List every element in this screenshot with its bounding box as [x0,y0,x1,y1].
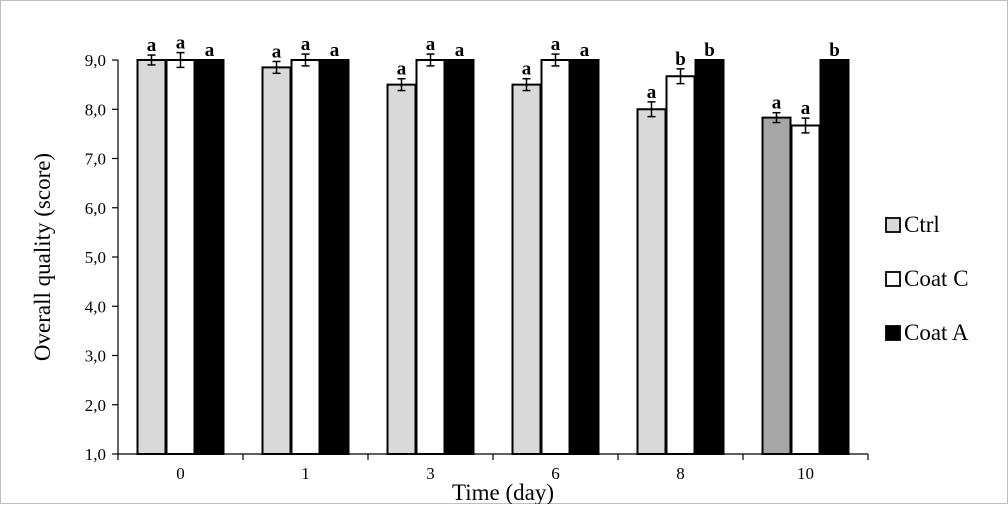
significance-letter: a [176,33,186,54]
legend-label: Ctrl [904,212,940,237]
legend-swatch [885,271,901,287]
significance-letter: a [272,41,282,62]
significance-letter: a [801,98,811,119]
significance-letter: a [397,59,407,80]
x-tick-label: 6 [551,464,560,483]
x-tick-label: 1 [301,464,310,483]
x-tick-label: 3 [426,464,435,483]
bar-coat-a [444,59,475,455]
x-axis-title: Time (day) [452,480,554,504]
bar-coat-c [165,59,196,455]
bar-coat-a [694,59,725,455]
y-tick-label: 8,0 [85,100,106,119]
bar-coat-a [569,59,600,455]
bar-coat-c [665,75,696,455]
significance-letter: a [522,59,532,80]
bar-ctrl [136,59,167,455]
legend-swatch [885,217,901,233]
significance-letter: a [147,35,157,56]
bar-ctrl [761,116,792,455]
significance-letter: a [205,40,215,61]
bars [136,59,850,455]
bar-coat-a [819,59,850,455]
y-tick-label: 4,0 [85,297,106,316]
significance-labels: a a a a a aaa aaa aab ba ab [147,33,840,120]
significance-letter: a [455,40,465,61]
bar-coat-a [319,59,350,455]
y-tick-label: 7,0 [85,150,106,169]
significance-letter: a [330,40,340,61]
y-axis: 1,0 2,0 3,0 4,0 5,0 6,0 7,0 8,0 9,0 [85,51,119,464]
bar-coat-c [790,124,821,455]
legend-label: Coat C [904,266,969,291]
y-tick-label: 3,0 [85,347,106,366]
error-bars [147,51,810,134]
bar-ctrl [261,66,292,455]
legend: Ctrl Coat C Coat A [885,212,969,345]
y-tick-label: 9,0 [85,51,106,70]
bar-ctrl [511,83,542,455]
significance-letter: b [704,40,715,61]
x-axis: 0 1 3 6 8 10 [117,453,869,483]
x-tick-label: 10 [797,464,814,483]
legend-swatch [885,325,901,341]
y-tick-label: 1,0 [85,445,106,464]
significance-letter: b [829,40,840,61]
x-tick-label: 8 [676,464,685,483]
legend-label: Coat A [904,320,969,345]
significance-letter: a [426,34,436,55]
significance-letter: a [647,82,657,103]
y-tick-label: 2,0 [85,396,106,415]
bar-coat-c [290,59,321,455]
bar-ctrl [386,83,417,455]
significance-letter: b [675,49,686,70]
significance-letter: a [301,34,311,55]
bar-coat-a [194,59,225,455]
y-tick-label: 5,0 [85,248,106,267]
significance-letter: a [772,93,782,114]
y-axis-title: Overall quality (score) [30,153,55,361]
y-tick-label: 6,0 [85,199,106,218]
bar-coat-c [540,59,571,455]
significance-letter: a [580,40,590,61]
bar-ctrl [636,108,667,455]
significance-letter: a [551,34,561,55]
bar-coat-c [415,59,446,455]
x-tick-label: 0 [176,464,185,483]
